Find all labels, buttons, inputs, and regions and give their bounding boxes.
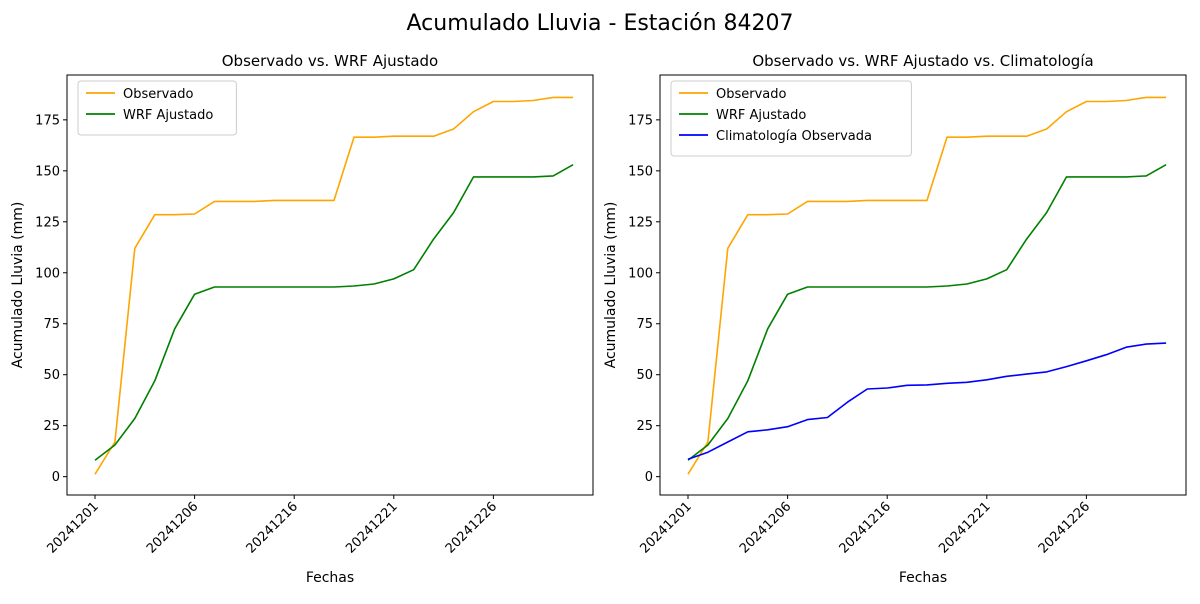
y-tick-label: 150 <box>35 164 60 179</box>
y-tick-label: 0 <box>645 470 653 485</box>
figure-suptitle: Acumulado Lluvia - Estación 84207 <box>407 11 794 36</box>
x-tick-label: 20241221 <box>343 499 400 556</box>
x-tick-label: 20241216 <box>244 499 301 556</box>
chart-title: Observado vs. WRF Ajustado vs. Climatolo… <box>752 52 1093 70</box>
y-tick-label: 0 <box>52 470 60 485</box>
y-tick-label: 100 <box>628 266 653 281</box>
x-tick-label: 20241206 <box>144 499 201 556</box>
legend-label: WRF Ajustado <box>716 108 806 123</box>
x-axis-label: Fechas <box>306 570 354 586</box>
x-tick-label: 20241201 <box>637 499 694 556</box>
series-line-observado <box>94 96 574 475</box>
plot-frame <box>659 74 1187 496</box>
series-line-observado <box>687 96 1167 475</box>
plot-frame <box>66 74 594 496</box>
y-tick-label: 150 <box>628 164 653 179</box>
legend: Observado WRF Ajustado <box>77 80 237 136</box>
series-line-wrf-ajustado <box>687 164 1167 461</box>
y-axis-label: Acumulado Lluvia (mm) <box>10 202 26 369</box>
y-tick-label: 100 <box>35 266 60 281</box>
y-tick-label: 75 <box>636 317 653 332</box>
y-tick-label: 125 <box>35 215 60 230</box>
y-tick-label: 125 <box>628 215 653 230</box>
y-axis-label: Acumulado Lluvia (mm) <box>603 202 619 369</box>
x-tick-label: 20241226 <box>443 499 500 556</box>
y-tick-label: 25 <box>43 419 60 434</box>
chart-panel-2: Observado vs. WRF Ajustado vs. Climatolo… <box>603 52 1187 586</box>
chart-panel-1: Observado vs. WRF Ajustado 0 25 50 75 100 125 1… <box>10 52 594 586</box>
chart-title: Observado vs. WRF Ajustado <box>222 52 438 70</box>
y-tick-label: 175 <box>35 113 60 128</box>
x-tick-label: 20241201 <box>44 499 101 556</box>
y-tick-label: 175 <box>628 113 653 128</box>
y-tick-label: 50 <box>636 368 653 383</box>
series-line-climatolog-a-observada <box>687 342 1167 461</box>
legend-label: Observado <box>716 87 787 102</box>
legend-box <box>670 80 912 157</box>
y-tick-label: 50 <box>43 368 60 383</box>
x-axis-label: Fechas <box>899 570 947 586</box>
x-tick-label: 20241206 <box>737 499 794 556</box>
x-tick-label: 20241216 <box>837 499 894 556</box>
legend: Observado WRF Ajustado Climatología Observ… <box>670 80 912 157</box>
y-tick-label: 25 <box>636 419 653 434</box>
legend-label: Climatología Observada <box>716 129 872 144</box>
y-tick-label: 75 <box>43 317 60 332</box>
series-line-wrf-ajustado <box>94 164 574 461</box>
legend-label: WRF Ajustado <box>123 108 213 123</box>
x-tick-label: 20241221 <box>936 499 993 556</box>
x-tick-label: 20241226 <box>1036 499 1093 556</box>
legend-label: Observado <box>123 87 194 102</box>
legend-box <box>77 80 237 136</box>
